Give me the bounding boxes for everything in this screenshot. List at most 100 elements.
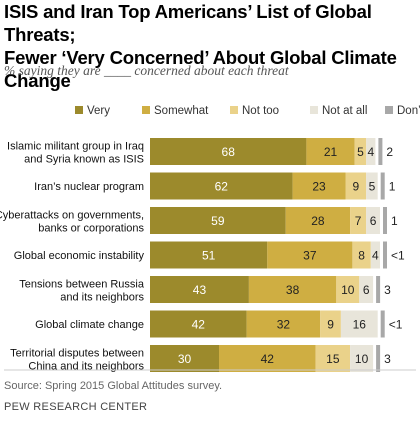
bar-value-somewhat: 28 xyxy=(311,214,325,228)
bar-value-very: 62 xyxy=(215,180,229,194)
category-label: Iran’s nuclear program xyxy=(34,181,144,193)
bar-value-dont-know: 3 xyxy=(384,352,391,366)
bar-segment-dont-know xyxy=(378,138,383,165)
source-note: Source: Spring 2015 Global Attitudes sur… xyxy=(4,380,223,392)
bar-segment-very xyxy=(150,310,247,338)
bar-value-not-at-all: 5 xyxy=(369,180,376,194)
org-credit: PEW RESEARCH CENTER xyxy=(4,401,148,413)
bar-value-dont-know: <1 xyxy=(391,249,405,263)
bar-segment-dont-know xyxy=(380,310,385,338)
bar-segment-not-too xyxy=(345,172,367,200)
legend-label-somewhat: Somewhat xyxy=(154,105,209,117)
bar-segment-dont-know xyxy=(376,276,381,303)
bar-value-not-too: 9 xyxy=(327,318,334,332)
bar-segment-not-at-all xyxy=(359,276,374,303)
legend-swatch-not-at-all xyxy=(310,106,318,114)
bar-value-not-at-all: 4 xyxy=(372,249,379,263)
bar-segment-somewhat xyxy=(267,241,353,269)
bar-value-somewhat: 38 xyxy=(286,283,300,297)
category-label-line: and Syria known as ISIS xyxy=(24,154,144,166)
bar-value-not-at-all: 4 xyxy=(367,145,374,159)
bar-segment-not-too xyxy=(315,345,351,372)
bar-value-not-too: 15 xyxy=(326,352,340,366)
bar-value-dont-know: 1 xyxy=(389,180,396,194)
category-label: Islamic militant group in Iraq and Syria … xyxy=(7,141,144,166)
legend-swatch-very xyxy=(75,106,83,114)
category-label: Tensions between Russia and its neighbors xyxy=(19,279,145,304)
bar-value-very: 68 xyxy=(222,145,236,159)
category-label-line: Islamic militant group in Iraq xyxy=(7,141,144,153)
bar-segment-not-too xyxy=(336,276,360,303)
legend-label-not-at-all: Not at all xyxy=(322,105,367,117)
category-label-line: China and its neighbors xyxy=(28,361,144,373)
bar-segment-not-at-all xyxy=(340,310,378,338)
legend-swatch-dont-know xyxy=(385,106,393,114)
bar-segment-not-too xyxy=(350,207,367,234)
bar-segment-somewhat xyxy=(285,207,351,234)
bar-segment-not-at-all xyxy=(366,172,378,200)
bar-segment-somewhat xyxy=(248,276,337,303)
bar-value-dont-know: 2 xyxy=(386,145,393,159)
bar-value-very: 30 xyxy=(178,352,192,366)
bar-segment-very xyxy=(150,138,307,165)
bar-value-very: 43 xyxy=(193,283,207,297)
bar-segment-very xyxy=(150,241,268,269)
bar-value-dont-know: 1 xyxy=(391,214,398,228)
category-label-line: Tensions between Russia xyxy=(19,279,145,291)
category-label: Global economic instability xyxy=(14,250,145,262)
bar-segment-not-too xyxy=(354,138,367,165)
category-label-line: Cyberattacks on governments, xyxy=(0,210,144,222)
chart-title: ISIS and Iran Top Americans’ List of Glo… xyxy=(4,0,416,92)
category-label: Territorial disputes between China and it… xyxy=(10,348,144,373)
category-label-line: banks or corporations xyxy=(38,223,144,235)
bar-segment-very xyxy=(150,276,249,303)
bar-value-somewhat: 32 xyxy=(277,318,291,332)
bar-value-somewhat: 21 xyxy=(324,145,338,159)
bar-segment-very xyxy=(150,207,286,234)
bar-segment-somewhat xyxy=(246,310,321,338)
bar-value-not-too: 10 xyxy=(341,283,355,297)
category-label: Cyberattacks on governments, banks or cor… xyxy=(0,210,144,235)
bar-value-very: 51 xyxy=(202,249,216,263)
bar-value-very: 42 xyxy=(192,318,206,332)
bar-segment-not-at-all xyxy=(366,207,380,234)
legend-label-not-too: Not too xyxy=(242,105,279,117)
bar-segment-dont-know xyxy=(383,241,387,269)
legend-label-dont-know: Don’t know xyxy=(397,105,420,117)
bar-segment-dont-know xyxy=(383,207,387,234)
bar-value-somewhat: 23 xyxy=(312,180,326,194)
bar-segment-not-too xyxy=(320,310,341,338)
bar-value-not-at-all: 10 xyxy=(355,352,369,366)
legend-swatch-not-too xyxy=(230,106,238,114)
category-label: Global climate change xyxy=(35,319,144,331)
chart-title-line-1: ISIS and Iran Top Americans’ List of Glo… xyxy=(4,1,372,45)
bar-segment-somewhat xyxy=(292,172,346,200)
bar-segment-very xyxy=(150,345,219,372)
bar-value-not-too: 9 xyxy=(353,180,360,194)
bar-value-dont-know: <1 xyxy=(389,318,403,332)
legend-swatch-somewhat xyxy=(142,106,150,114)
bar-value-somewhat: 42 xyxy=(261,352,275,366)
bar-value-not-too: 8 xyxy=(358,249,365,263)
bar-value-somewhat: 37 xyxy=(303,249,317,263)
bar-segment-not-too xyxy=(352,241,371,269)
stacked-bar-chart: Very Somewhat Not too Not at all Don’t know I… xyxy=(0,105,420,373)
category-label-line: and its neighbors xyxy=(60,292,144,304)
bar-segment-not-at-all xyxy=(370,241,380,269)
bar-segment-not-at-all xyxy=(350,345,374,372)
bar-segment-very xyxy=(150,172,293,200)
bar-value-not-at-all: 6 xyxy=(363,283,370,297)
bar-value-not-at-all: 16 xyxy=(353,318,367,332)
bar-segment-dont-know xyxy=(376,345,381,372)
chart-title-line-2: Fewer ‘Very Concerned’ About Global Clim… xyxy=(4,47,397,91)
bar-value-not-at-all: 6 xyxy=(370,214,377,228)
bar-value-dont-know: 3 xyxy=(384,283,391,297)
chart-subtitle: % saying they are ____ concerned about e… xyxy=(4,63,289,78)
legend-label-very: Very xyxy=(87,105,110,117)
bar-segment-somewhat xyxy=(306,138,355,165)
bar-segment-not-at-all xyxy=(366,138,376,165)
bar-value-very: 59 xyxy=(211,214,225,228)
bar-segment-dont-know xyxy=(380,172,385,200)
bar-value-not-too: 7 xyxy=(355,214,362,228)
category-label-line: Territorial disputes between xyxy=(10,348,144,360)
